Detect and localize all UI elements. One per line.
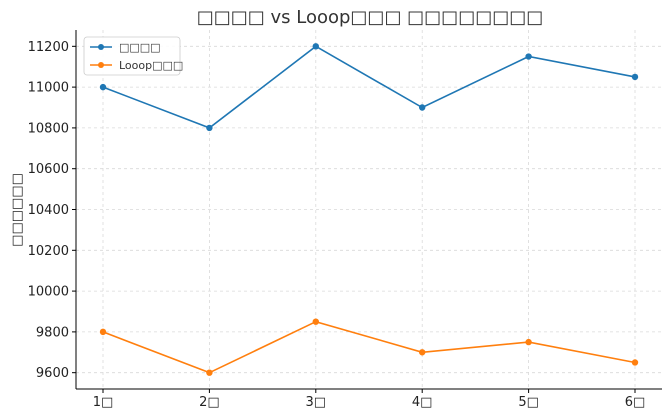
y-tick-label: 10000: [28, 285, 69, 300]
y-axis-label: □□□□□□: [10, 173, 25, 247]
data-point: [312, 43, 319, 50]
y-tick-label: 10600: [28, 162, 69, 177]
data-point: [206, 124, 213, 132]
legend-swatch-marker: [98, 62, 104, 68]
data-point: [631, 359, 639, 366]
x-tick-label: 5□: [518, 395, 539, 410]
series-line-2: [102, 320, 636, 374]
x-tick-label: 1□: [93, 395, 114, 410]
y-tick-label: 11200: [28, 40, 69, 55]
x-tick-label: 6□: [625, 395, 646, 410]
grid-layer: [76, 30, 662, 389]
chart-title: □□□□ vs Looop□□□ □□□□□□□□: [197, 7, 543, 28]
data-point: [99, 328, 107, 336]
x-tick-label: 2□: [199, 395, 220, 410]
x-tick-label: 4□: [412, 395, 433, 410]
x-tick-label: 3□: [306, 395, 327, 410]
data-point: [525, 53, 532, 60]
y-tick-label: 10200: [28, 244, 69, 259]
legend-label: □□□□: [119, 41, 161, 54]
legend: □□□□ Looop□□□: [83, 36, 183, 76]
ticks-layer: 9600 9800 10000 10200 10400 10600 10800 11000 11…: [28, 40, 646, 410]
data-point: [525, 338, 532, 346]
y-tick-label: 10800: [28, 121, 69, 136]
data-point: [99, 83, 107, 91]
y-tick-label: 11000: [28, 81, 69, 96]
y-tick-label: 10400: [28, 203, 69, 218]
legend-swatch-marker: [98, 44, 104, 50]
series-layer: [99, 43, 639, 376]
data-point: [631, 73, 639, 81]
data-point: [206, 369, 213, 376]
legend-label: Looop□□□: [119, 59, 183, 72]
y-tick-label: 9800: [36, 325, 69, 340]
data-point: [419, 349, 426, 356]
data-point: [312, 318, 319, 325]
data-point: [419, 104, 426, 111]
y-tick-label: 9600: [36, 366, 69, 381]
series-line-1: [102, 45, 636, 129]
